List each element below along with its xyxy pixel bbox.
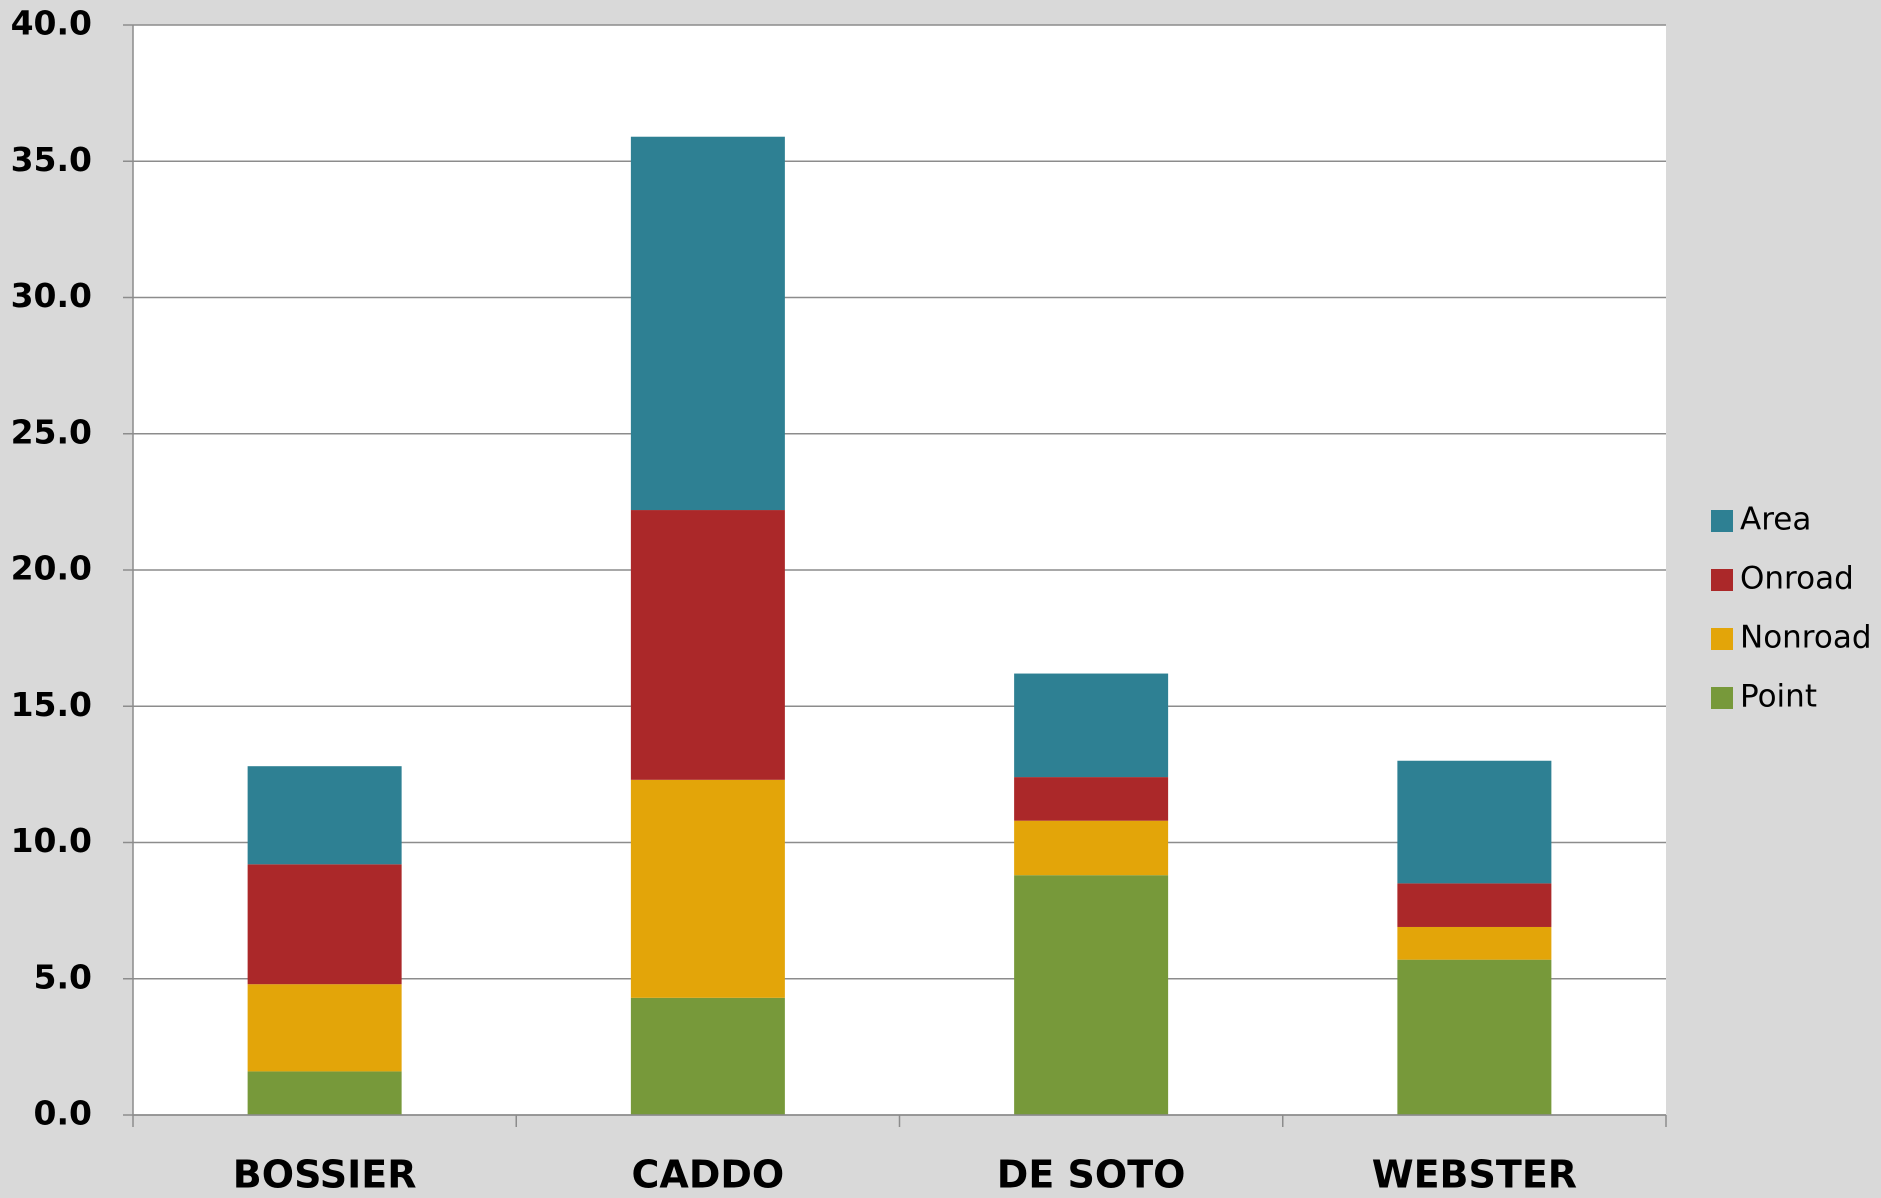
bar-segment xyxy=(247,864,402,985)
bar-segment xyxy=(1397,959,1552,1115)
bar-segment xyxy=(1014,875,1169,1115)
legend-swatch xyxy=(1711,687,1733,709)
legend-label: Nonroad xyxy=(1740,620,1872,656)
bar-segment xyxy=(1397,760,1552,884)
bar-segment xyxy=(630,997,785,1115)
bar-segment xyxy=(1397,883,1552,927)
y-tick-label: 40.0 xyxy=(11,4,92,43)
legend-label: Point xyxy=(1740,679,1817,715)
bar-segment xyxy=(247,766,402,865)
y-tick-label: 25.0 xyxy=(11,412,92,451)
y-tick-label: 10.0 xyxy=(11,821,92,860)
y-tick-label: 35.0 xyxy=(11,140,92,179)
y-tick-label: 5.0 xyxy=(34,957,92,996)
bar-segment xyxy=(630,779,785,998)
bar-segment xyxy=(1014,820,1169,876)
legend-label: Area xyxy=(1740,502,1811,538)
y-tick-label: 0.0 xyxy=(34,1094,92,1133)
y-tick-label: 30.0 xyxy=(11,276,92,315)
bar-segment xyxy=(247,1071,402,1115)
bar-segment xyxy=(247,984,402,1072)
legend-label: Onroad xyxy=(1740,561,1854,597)
bar-segment xyxy=(1014,777,1169,821)
x-tick-label: BOSSIER xyxy=(233,1153,417,1197)
x-tick-label: WEBSTER xyxy=(1372,1153,1577,1197)
bar-segment xyxy=(630,510,785,780)
bar-segment xyxy=(630,136,785,511)
bar-segment xyxy=(1014,673,1169,778)
legend-swatch xyxy=(1711,569,1733,591)
x-tick-label: DE SOTO xyxy=(997,1153,1186,1197)
y-tick-label: 20.0 xyxy=(11,549,92,588)
legend-swatch xyxy=(1711,628,1733,650)
legend-swatch xyxy=(1711,510,1733,532)
x-tick-label: CADDO xyxy=(632,1153,785,1197)
bar-segment xyxy=(1397,926,1552,960)
y-tick-label: 15.0 xyxy=(11,685,92,724)
